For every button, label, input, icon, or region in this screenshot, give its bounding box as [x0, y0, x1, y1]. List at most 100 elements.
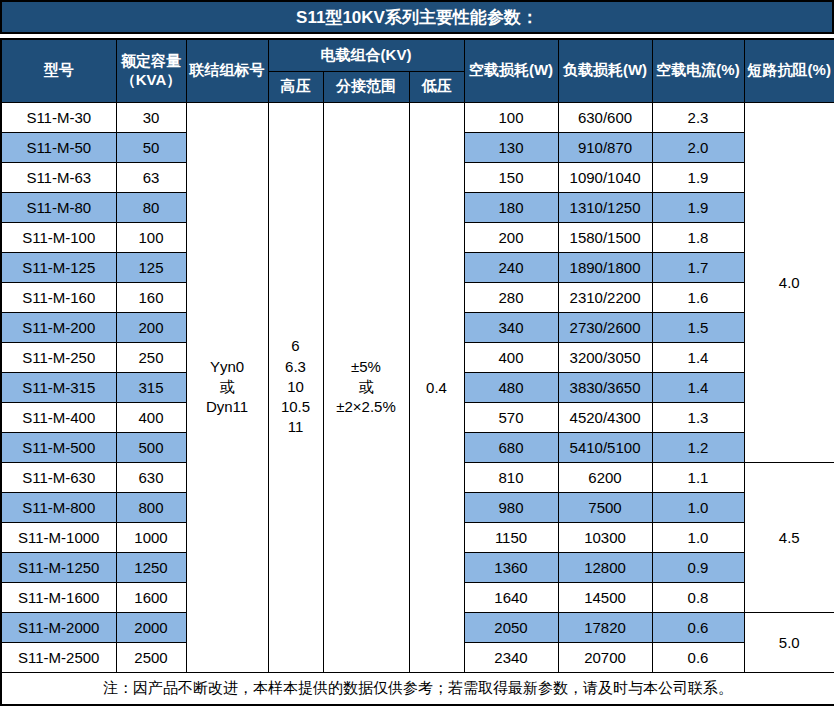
cell-hv-values: 6 6.3 10 10.5 11: [268, 102, 323, 672]
cell-load-loss: 12800: [558, 552, 652, 582]
cell-connection-group: Yyn0 或 Dyn11: [186, 102, 268, 672]
cell-impedance-group: 5.0: [744, 612, 834, 672]
table-footer: 注：因产品不断改进，本样本提供的数据仅供参考；若需取得最新参数，请及时与本公司联…: [1, 672, 834, 705]
cell-no-load-current: 1.0: [652, 492, 744, 522]
cell-no-load-current: 2.3: [652, 102, 744, 132]
cell-load-loss: 6200: [558, 462, 652, 492]
cell-capacity: 100: [116, 222, 186, 252]
cell-capacity: 800: [116, 492, 186, 522]
cell-load-loss: 4520/4300: [558, 402, 652, 432]
cell-capacity: 200: [116, 312, 186, 342]
cell-no-load-current: 1.0: [652, 522, 744, 552]
cell-tap-range: ±5% 或 ±2×2.5%: [323, 102, 409, 672]
cell-model: S11-M-80: [1, 192, 116, 222]
cell-capacity: 400: [116, 402, 186, 432]
cell-no-load-loss: 570: [464, 402, 558, 432]
cell-no-load-loss: 180: [464, 192, 558, 222]
cell-load-loss: 1090/1040: [558, 162, 652, 192]
cell-no-load-loss: 680: [464, 432, 558, 462]
cell-no-load-current: 0.6: [652, 612, 744, 642]
col-header-voltage-group: 电载组合(KV): [268, 39, 464, 71]
cell-capacity: 125: [116, 252, 186, 282]
table-body: S11-M-3030Yyn0 或 Dyn116 6.3 10 10.5 11±5…: [1, 102, 834, 672]
cell-load-loss: 910/870: [558, 132, 652, 162]
cell-model: S11-M-30: [1, 102, 116, 132]
cell-capacity: 50: [116, 132, 186, 162]
cell-capacity: 1000: [116, 522, 186, 552]
cell-no-load-current: 1.2: [652, 432, 744, 462]
cell-capacity: 80: [116, 192, 186, 222]
cell-no-load-current: 1.9: [652, 192, 744, 222]
cell-no-load-loss: 980: [464, 492, 558, 522]
cell-no-load-loss: 340: [464, 312, 558, 342]
cell-load-loss: 1890/1800: [558, 252, 652, 282]
cell-load-loss: 20700: [558, 642, 652, 672]
cell-load-loss: 7500: [558, 492, 652, 522]
col-header-impedance: 短路抗阻(%): [744, 39, 834, 102]
cell-capacity: 63: [116, 162, 186, 192]
col-header-hv: 高压: [268, 71, 323, 102]
cell-no-load-loss: 1640: [464, 582, 558, 612]
cell-no-load-loss: 2340: [464, 642, 558, 672]
cell-no-load-current: 1.5: [652, 312, 744, 342]
cell-capacity: 2000: [116, 612, 186, 642]
cell-load-loss: 10300: [558, 522, 652, 552]
cell-no-load-loss: 100: [464, 102, 558, 132]
cell-no-load-loss: 1150: [464, 522, 558, 552]
cell-load-loss: 14500: [558, 582, 652, 612]
footer-note: 注：因产品不断改进，本样本提供的数据仅供参考；若需取得最新参数，请及时与本公司联…: [1, 672, 834, 705]
cell-model: S11-M-160: [1, 282, 116, 312]
cell-no-load-current: 1.8: [652, 222, 744, 252]
col-header-lv: 低压: [409, 71, 464, 102]
cell-no-load-current: 1.4: [652, 372, 744, 402]
col-header-capacity-line1: 额定容量: [119, 52, 184, 71]
cell-model: S11-M-630: [1, 462, 116, 492]
cell-capacity: 630: [116, 462, 186, 492]
col-header-load-loss: 负载损耗(W): [558, 39, 652, 102]
cell-model: S11-M-2500: [1, 642, 116, 672]
cell-model: S11-M-50: [1, 132, 116, 162]
cell-no-load-loss: 240: [464, 252, 558, 282]
cell-no-load-loss: 280: [464, 282, 558, 312]
cell-load-loss: 2730/2600: [558, 312, 652, 342]
cell-model: S11-M-400: [1, 402, 116, 432]
col-header-model: 型号: [1, 39, 116, 102]
cell-load-loss: 1580/1500: [558, 222, 652, 252]
cell-no-load-loss: 130: [464, 132, 558, 162]
cell-load-loss: 5410/5100: [558, 432, 652, 462]
cell-capacity: 500: [116, 432, 186, 462]
spec-table: 型号 额定容量 （KVA） 联结组标号 电载组合(KV) 空载损耗(W) 负载损…: [0, 38, 834, 706]
cell-no-load-current: 1.3: [652, 402, 744, 432]
cell-capacity: 1250: [116, 552, 186, 582]
cell-no-load-current: 0.6: [652, 642, 744, 672]
cell-load-loss: 3200/3050: [558, 342, 652, 372]
cell-load-loss: 3830/3650: [558, 372, 652, 402]
cell-model: S11-M-100: [1, 222, 116, 252]
cell-no-load-current: 2.0: [652, 132, 744, 162]
cell-model: S11-M-1600: [1, 582, 116, 612]
cell-no-load-loss: 480: [464, 372, 558, 402]
cell-lv-value: 0.4: [409, 102, 464, 672]
cell-no-load-current: 1.4: [652, 342, 744, 372]
cell-load-loss: 1310/1250: [558, 192, 652, 222]
cell-no-load-current: 0.8: [652, 582, 744, 612]
cell-no-load-loss: 400: [464, 342, 558, 372]
cell-load-loss: 630/600: [558, 102, 652, 132]
cell-no-load-current: 1.1: [652, 462, 744, 492]
cell-impedance-group: 4.0: [744, 102, 834, 462]
cell-model: S11-M-1000: [1, 522, 116, 552]
col-header-connection: 联结组标号: [186, 39, 268, 102]
cell-model: S11-M-63: [1, 162, 116, 192]
cell-impedance-group: 4.5: [744, 462, 834, 612]
cell-model: S11-M-1250: [1, 552, 116, 582]
cell-no-load-loss: 150: [464, 162, 558, 192]
col-header-capacity: 额定容量 （KVA）: [116, 39, 186, 102]
cell-model: S11-M-500: [1, 432, 116, 462]
cell-model: S11-M-200: [1, 312, 116, 342]
cell-no-load-loss: 810: [464, 462, 558, 492]
cell-no-load-loss: 2050: [464, 612, 558, 642]
cell-no-load-current: 1.7: [652, 252, 744, 282]
spec-sheet: S11型10KV系列主要性能参数： 型号 额定容量 （KVA） 联结组标号 电载…: [0, 0, 834, 706]
cell-load-loss: 17820: [558, 612, 652, 642]
cell-capacity: 315: [116, 372, 186, 402]
